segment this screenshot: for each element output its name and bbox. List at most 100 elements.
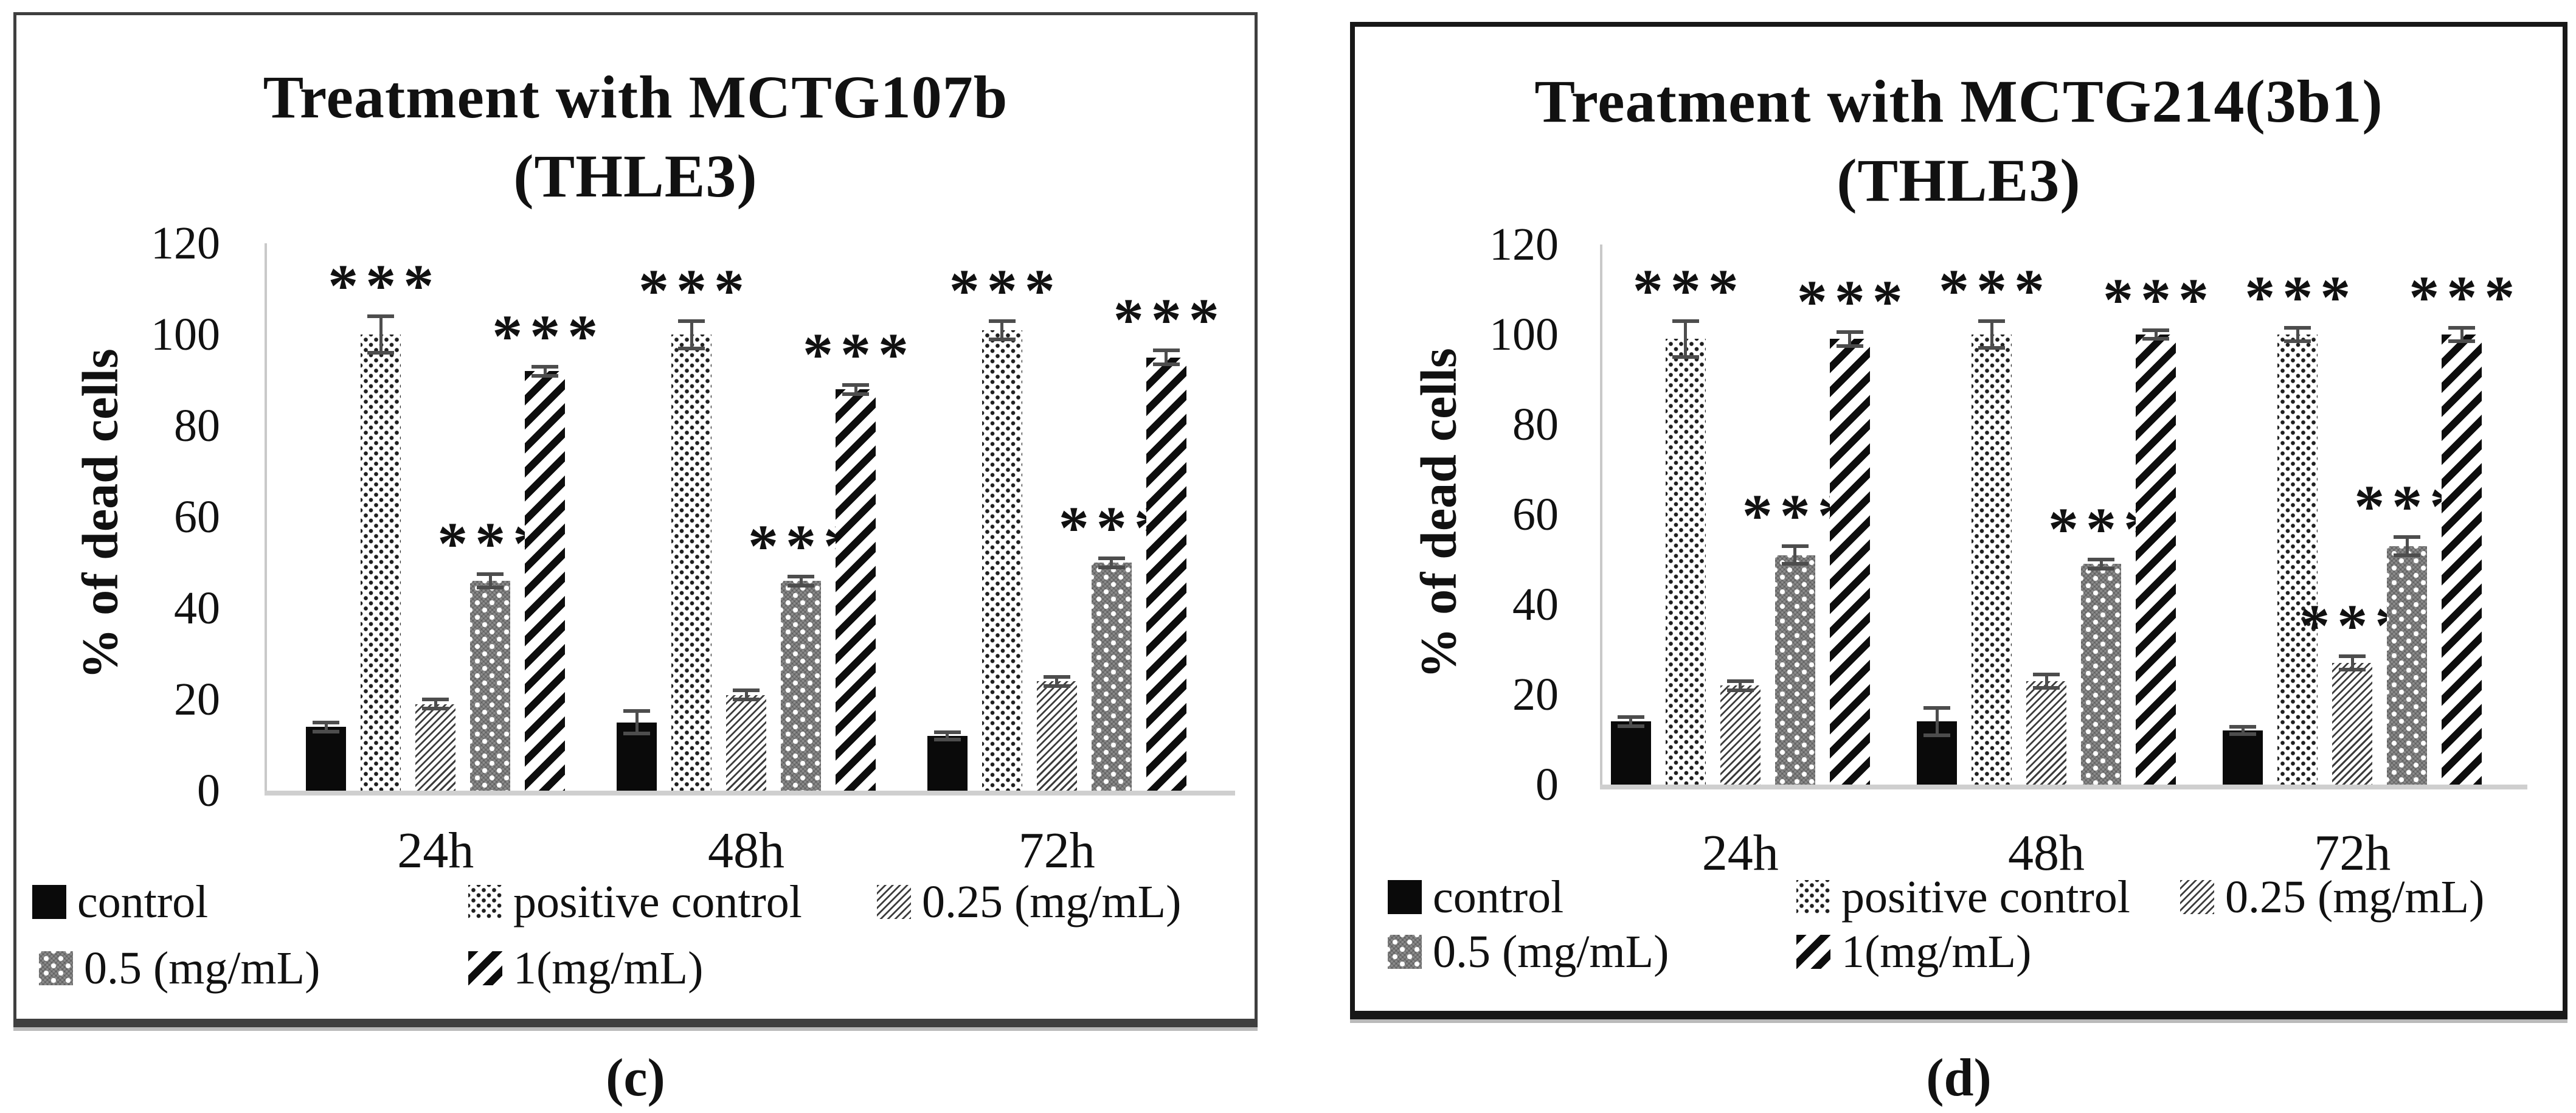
error-bar-cap-top bbox=[2448, 325, 2476, 330]
error-bar-whisker bbox=[2460, 327, 2463, 342]
error-bar-cap-top bbox=[1836, 330, 1863, 335]
significance-stars: *** bbox=[1113, 286, 1227, 354]
error-bar-cap-top bbox=[2033, 672, 2060, 676]
significance-stars: *** bbox=[949, 256, 1062, 324]
error-bar-cap-top bbox=[1043, 674, 1070, 679]
error-bar-cap-bottom bbox=[788, 583, 815, 588]
legend-label: positive control bbox=[513, 876, 802, 928]
error-bar-whisker bbox=[1684, 321, 1688, 357]
error-bar-cap-bottom bbox=[1781, 562, 1809, 566]
bar bbox=[1146, 357, 1186, 791]
y-tick-label: 20 bbox=[174, 674, 220, 725]
legend-swatch bbox=[877, 885, 911, 919]
error-bar-cap-bottom bbox=[1152, 362, 1180, 366]
plot-area: 0 20 40 60 80 100 120 24h *** *** *** 48h *** *** *** 7… bbox=[1355, 27, 2563, 1011]
error-bar-cap-top bbox=[477, 572, 504, 576]
legend-item: 0.5 (mg/mL) bbox=[1388, 926, 1669, 977]
bar bbox=[1829, 339, 1870, 785]
error-bar-whisker bbox=[744, 690, 748, 699]
bar bbox=[2277, 335, 2318, 785]
legend-label: control bbox=[77, 876, 209, 928]
legend-swatch bbox=[1388, 880, 1422, 914]
legend-label: 0.25 (mg/mL) bbox=[922, 876, 1182, 928]
legend-item: 1(mg/mL) bbox=[1796, 929, 2031, 975]
chart-title-line1: Treatment with MCTG107b bbox=[263, 63, 1008, 131]
significance-stars: *** bbox=[1632, 256, 1746, 324]
bar bbox=[525, 371, 566, 791]
x-category-label: 24h bbox=[1702, 825, 1779, 881]
error-bar-cap-top bbox=[531, 364, 559, 369]
bar bbox=[361, 335, 401, 791]
error-bar-cap-bottom bbox=[531, 373, 559, 378]
significance-stars: *** bbox=[492, 302, 606, 370]
y-tick-label: 20 bbox=[1512, 669, 1559, 720]
bar bbox=[1091, 563, 1132, 791]
x-axis-line bbox=[1600, 785, 2527, 789]
error-bar-cap-bottom bbox=[2394, 553, 2421, 557]
error-bar-whisker bbox=[1000, 321, 1004, 339]
bar bbox=[2332, 663, 2373, 785]
y-tick-label: 40 bbox=[1512, 579, 1559, 630]
x-category-label: 72h bbox=[2314, 825, 2391, 881]
error-bar-cap-top bbox=[313, 720, 340, 724]
legend-label: 0.5 (mg/mL) bbox=[84, 943, 320, 994]
error-bar-whisker bbox=[1629, 717, 1633, 726]
bar bbox=[2136, 335, 2176, 785]
legend-item: control bbox=[1388, 872, 1564, 923]
x-category-label: 48h bbox=[2008, 825, 2085, 881]
error-bar-cap-bottom bbox=[842, 392, 870, 396]
bar bbox=[982, 330, 1022, 791]
bar bbox=[306, 727, 347, 791]
y-tick-label: 0 bbox=[1536, 759, 1559, 810]
error-bar-cap-top bbox=[367, 314, 395, 318]
error-bar-cap-bottom bbox=[2284, 339, 2311, 344]
error-bar-cap-bottom bbox=[623, 732, 651, 736]
y-tick-label: 80 bbox=[1512, 399, 1559, 450]
bar bbox=[781, 581, 822, 791]
bar bbox=[1036, 681, 1077, 791]
x-category-label: 48h bbox=[708, 822, 785, 879]
significance-stars: *** bbox=[639, 256, 752, 324]
error-bar-whisker bbox=[2154, 330, 2158, 339]
error-bar-whisker bbox=[690, 321, 693, 348]
error-bar-cap-top bbox=[678, 319, 705, 323]
legend-item: control bbox=[32, 876, 209, 928]
legend-label: 0.5 (mg/mL) bbox=[1433, 926, 1669, 977]
chart-title-line2: (THLE3) bbox=[1837, 147, 2081, 214]
error-bar-cap-bottom bbox=[2339, 668, 2366, 672]
error-bar-cap-top bbox=[788, 574, 815, 578]
x-category-label: 72h bbox=[1018, 822, 1095, 879]
error-bar-cap-top bbox=[2284, 325, 2311, 330]
legend-swatch bbox=[468, 885, 502, 919]
error-bar-cap-top bbox=[933, 730, 961, 734]
legend-item: positive control bbox=[1796, 874, 2130, 920]
error-bar-whisker bbox=[1848, 332, 1852, 346]
error-bar-whisker bbox=[1935, 708, 1939, 735]
error-bar-cap-bottom bbox=[367, 351, 395, 355]
error-bar-cap-bottom bbox=[477, 586, 504, 590]
legend-swatch bbox=[32, 885, 66, 919]
y-axis-line bbox=[265, 243, 267, 791]
plot-area: 0 20 40 60 80 100 120 24h *** *** *** 48h *** *** *** 7… bbox=[16, 15, 1255, 1019]
bar bbox=[726, 695, 767, 791]
bar bbox=[1720, 685, 1761, 785]
error-bar-cap-bottom bbox=[422, 707, 449, 710]
chart-title-line2: (THLE3) bbox=[513, 142, 758, 210]
y-tick-label: 60 bbox=[174, 491, 220, 543]
error-bar-whisker bbox=[635, 710, 639, 734]
legend-item: 0.25 (mg/mL) bbox=[877, 876, 1182, 928]
legend-swatch bbox=[1388, 935, 1422, 969]
error-bar-cap-top bbox=[2142, 328, 2169, 332]
error-bar-cap-bottom bbox=[1617, 724, 1644, 728]
legend-label: control bbox=[1433, 872, 1564, 923]
error-bar-cap-bottom bbox=[2229, 732, 2257, 737]
significance-stars: *** bbox=[328, 252, 441, 319]
bar bbox=[2223, 730, 2263, 785]
error-bar-cap-bottom bbox=[933, 738, 961, 741]
legend-swatch bbox=[1796, 880, 1830, 914]
error-bar-whisker bbox=[543, 366, 547, 376]
error-bar-cap-top bbox=[1781, 544, 1809, 548]
error-bar-cap-bottom bbox=[1043, 684, 1070, 688]
significance-stars: *** bbox=[2245, 263, 2358, 331]
error-bar-cap-bottom bbox=[2448, 339, 2476, 344]
